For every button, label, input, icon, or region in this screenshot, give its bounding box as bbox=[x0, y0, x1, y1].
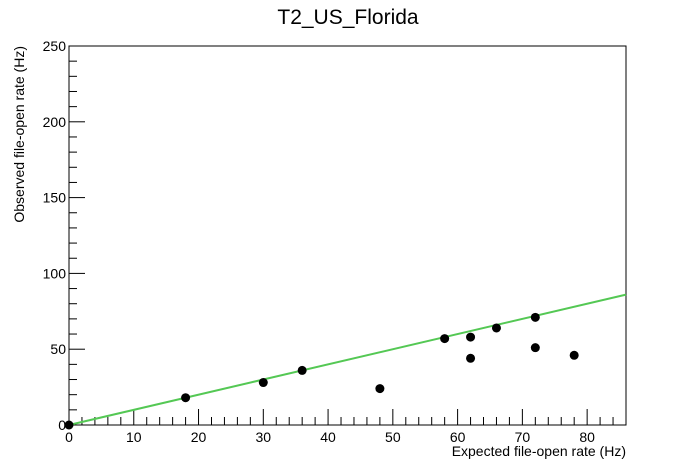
fit-line bbox=[68, 293, 627, 426]
data-point bbox=[466, 353, 476, 363]
chart-title: T2_US_Florida bbox=[277, 6, 419, 29]
y-tick-label: 200 bbox=[43, 114, 67, 130]
x-axis: 0 10 20 30 40 50 60 70 80 bbox=[65, 409, 627, 445]
x-tick-label: 20 bbox=[191, 429, 207, 445]
data-point bbox=[258, 378, 268, 388]
y-tick-label: 100 bbox=[43, 265, 67, 281]
x-tick-label: 40 bbox=[320, 429, 336, 445]
x-tick-label: 10 bbox=[126, 429, 142, 445]
x-tick-label: 60 bbox=[450, 429, 466, 445]
data-point bbox=[569, 350, 579, 360]
y-axis-label: Observed file-open rate (Hz) bbox=[11, 46, 27, 223]
y-tick-label: 50 bbox=[50, 341, 66, 357]
y-tick-label: 250 bbox=[43, 38, 67, 54]
y-tick-label: 0 bbox=[58, 417, 66, 433]
data-point bbox=[466, 332, 476, 342]
data-point bbox=[530, 312, 540, 322]
data-point bbox=[297, 365, 307, 375]
y-tick-label: 150 bbox=[43, 190, 67, 206]
x-tick-label: 80 bbox=[579, 429, 595, 445]
data-point bbox=[64, 420, 74, 430]
x-tick-label: 70 bbox=[515, 429, 531, 445]
y-axis: 0 50 100 150 200 250 bbox=[43, 38, 85, 433]
data-point bbox=[181, 393, 191, 403]
data-point bbox=[440, 334, 450, 344]
data-point bbox=[375, 384, 385, 394]
plot-frame bbox=[68, 45, 627, 426]
data-point bbox=[530, 343, 540, 353]
x-axis-label: Expected file-open rate (Hz) bbox=[452, 443, 626, 459]
x-tick-label: 30 bbox=[256, 429, 272, 445]
data-point bbox=[491, 323, 501, 333]
data-points bbox=[64, 312, 579, 430]
x-tick-label: 50 bbox=[385, 429, 401, 445]
x-tick-label: 0 bbox=[65, 429, 73, 445]
